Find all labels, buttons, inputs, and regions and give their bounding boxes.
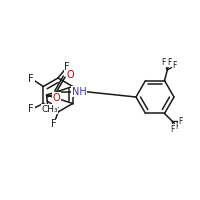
Text: F: F [167, 58, 172, 67]
Text: F: F [28, 104, 34, 114]
Text: F: F [170, 125, 174, 134]
Text: F: F [172, 61, 176, 70]
Text: F: F [178, 117, 182, 126]
Text: F: F [64, 62, 70, 72]
Text: CH₃: CH₃ [41, 104, 58, 114]
Text: F: F [176, 122, 180, 131]
Text: F: F [161, 58, 166, 67]
Text: NH: NH [72, 87, 86, 97]
Text: F: F [28, 73, 34, 84]
Text: F: F [51, 119, 57, 129]
Text: O: O [66, 70, 74, 80]
Text: O: O [53, 93, 60, 103]
